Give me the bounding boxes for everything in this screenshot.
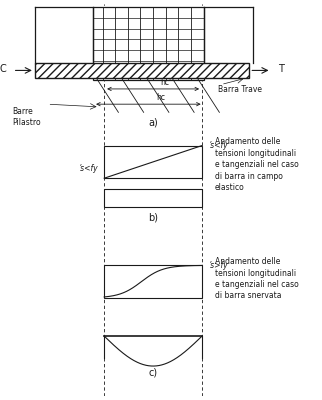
Text: tensioni longitudinali: tensioni longitudinali bbox=[215, 149, 296, 158]
Text: T: T bbox=[278, 64, 284, 74]
Text: elastico: elastico bbox=[215, 183, 244, 192]
Text: a): a) bbox=[148, 118, 158, 128]
Text: c): c) bbox=[148, 368, 158, 378]
Text: tensioni longitudinali: tensioni longitudinali bbox=[215, 269, 296, 278]
Text: Barra Trave: Barra Trave bbox=[218, 84, 262, 94]
Bar bbox=[93, 7, 204, 80]
Text: Barre
Pilastro: Barre Pilastro bbox=[13, 107, 41, 127]
Text: e tangenziali nel caso: e tangenziali nel caso bbox=[215, 280, 298, 289]
Text: Andamento delle: Andamento delle bbox=[215, 257, 280, 266]
Text: Andamento delle: Andamento delle bbox=[215, 137, 280, 146]
Bar bbox=[35, 63, 249, 78]
Text: ʹs>fy: ʹs>fy bbox=[208, 261, 228, 270]
Text: ʹs<fy: ʹs<fy bbox=[78, 164, 98, 173]
Text: e tangenziali nel caso: e tangenziali nel caso bbox=[215, 160, 298, 169]
Text: C: C bbox=[0, 64, 6, 74]
Text: ʹs<fy: ʹs<fy bbox=[208, 141, 228, 150]
Text: b): b) bbox=[148, 212, 158, 222]
Text: di barra in campo: di barra in campo bbox=[215, 172, 282, 181]
Text: hc': hc' bbox=[160, 78, 171, 87]
Text: di barra snervata: di barra snervata bbox=[215, 292, 281, 300]
Bar bbox=[104, 265, 202, 298]
Bar bbox=[104, 189, 202, 207]
Bar bbox=[104, 146, 202, 178]
Text: hc: hc bbox=[156, 93, 166, 102]
